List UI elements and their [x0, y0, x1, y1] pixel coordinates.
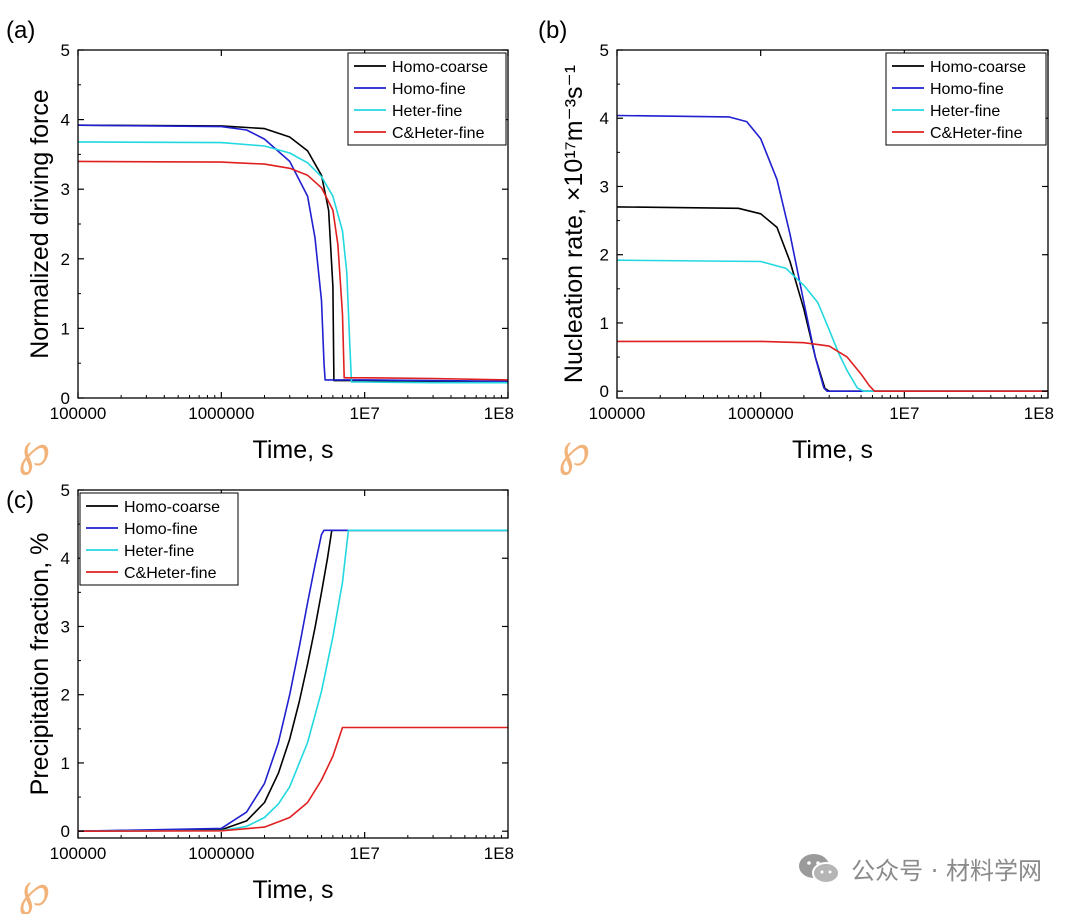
- x-axis-label: Time, s: [252, 436, 333, 464]
- x-tick-label: 1E7: [889, 404, 919, 423]
- y-tick-label: 0: [61, 389, 70, 408]
- x-tick-label: 1E7: [350, 844, 380, 863]
- x-tick-label: 100000: [50, 404, 107, 423]
- y-tick-label: 1: [61, 754, 70, 773]
- panel-a: (a) ℘ 0 1 2 3 4 5 100000 1000000 1E7 1E8 Time, s Norm…: [6, 17, 514, 476]
- x-tick-label: 1000000: [188, 844, 254, 863]
- legend-box: [79, 492, 239, 586]
- series-line-heter-fine: [78, 141, 508, 384]
- legend-box: [347, 52, 507, 146]
- legend-label: Homo-coarse: [930, 59, 1026, 76]
- x-tick-label: 1E8: [1024, 404, 1054, 423]
- legend-label: C&Heter-fine: [124, 565, 217, 582]
- y-tick-label: 4: [61, 111, 70, 130]
- legend-label: C&Heter-fine: [392, 125, 485, 142]
- y-axis-label: Precipitation fraction, %: [26, 533, 54, 796]
- series-line-c-heter-fine: [78, 160, 508, 381]
- legend-label: C&Heter-fine: [930, 125, 1023, 142]
- legend-label: Homo-coarse: [392, 59, 488, 76]
- y-tick-label: 4: [600, 109, 609, 128]
- y-tick-label: 0: [61, 822, 70, 841]
- plot-area: [78, 124, 508, 384]
- series-line-homo-coarse: [617, 206, 1048, 393]
- series-line-homo-fine: [617, 114, 1048, 393]
- y-tick-label: 3: [600, 177, 609, 196]
- legend-label: Homo-fine: [124, 521, 198, 538]
- panel-b: (b) ℘ 0 1 2 3 4 5 100000 1000000 1E7 1E8 Time, s Nucl…: [538, 17, 1054, 476]
- series-line-c-heter-fine: [617, 340, 1048, 393]
- axes-frame: [77, 489, 509, 839]
- logo-mark: ℘: [18, 863, 50, 914]
- y-tick-label: 2: [61, 686, 70, 705]
- x-axis-label: Time, s: [792, 436, 873, 464]
- series-line-heter-fine: [78, 529, 508, 833]
- legend-label: Homo-fine: [392, 81, 466, 98]
- x-tick-label: 100000: [589, 404, 646, 423]
- y-tick-label: 0: [600, 382, 609, 401]
- x-tick-label: 1000000: [728, 404, 794, 423]
- y-tick-label: 2: [61, 250, 70, 269]
- y-tick-label: 3: [61, 617, 70, 636]
- y-axis-label: Nucleation rate, ×10¹⁷m⁻³s⁻¹: [560, 65, 588, 383]
- x-tick-label: 1000000: [188, 404, 254, 423]
- legend-label: Homo-fine: [930, 81, 1004, 98]
- panel-label: (a): [6, 17, 35, 44]
- axes-frame: [616, 49, 1049, 399]
- y-tick-label: 3: [61, 180, 70, 199]
- y-tick-label: 1: [600, 314, 609, 333]
- legend-label: Heter-fine: [124, 543, 194, 560]
- panel-label: (c): [6, 487, 34, 514]
- logo-mark: ℘: [18, 423, 50, 476]
- legend-label: Heter-fine: [930, 103, 1000, 120]
- series-line-homo-fine: [78, 529, 508, 832]
- y-tick-label: 5: [61, 481, 70, 500]
- x-tick-label: 1E8: [484, 404, 514, 423]
- x-tick-label: 100000: [50, 844, 107, 863]
- series-line-heter-fine: [617, 259, 1048, 393]
- watermark: 公众号 · 材料学网: [797, 851, 1042, 886]
- y-tick-label: 1: [61, 319, 70, 338]
- x-axis-label: Time, s: [252, 876, 333, 904]
- y-tick-label: 5: [61, 41, 70, 60]
- x-tick-label: 1E8: [484, 844, 514, 863]
- logo-mark: ℘: [558, 423, 590, 476]
- plot-area: [78, 529, 508, 833]
- watermark-text: 公众号 · 材料学网: [851, 857, 1042, 885]
- series-line-c-heter-fine: [78, 726, 508, 833]
- legend-label: Homo-coarse: [124, 499, 220, 516]
- series-line-homo-fine: [78, 124, 508, 383]
- y-tick-label: 5: [600, 41, 609, 60]
- series-line-homo-coarse: [78, 124, 508, 383]
- panel-label: (b): [538, 17, 567, 44]
- y-axis-label: Normalized driving force: [26, 89, 54, 359]
- panel-c: (c) ℘ 0 1 2 3 4 5 100000 1000000 1E7 1E8 Time, s Prec…: [6, 481, 514, 914]
- series-line-homo-coarse: [78, 529, 508, 832]
- y-tick-label: 4: [61, 549, 70, 568]
- x-tick-label: 1E7: [350, 404, 380, 423]
- legend-label: Heter-fine: [392, 103, 462, 120]
- wechat-icon: [799, 853, 841, 884]
- plot-area: [617, 114, 1048, 393]
- y-tick-label: 2: [600, 246, 609, 265]
- legend-box: [885, 52, 1047, 146]
